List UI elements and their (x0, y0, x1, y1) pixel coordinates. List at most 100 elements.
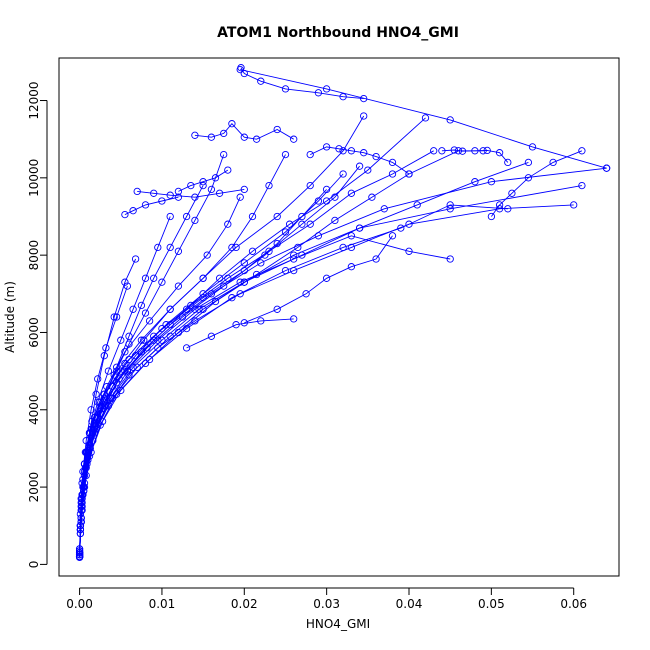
data-point (199, 290, 207, 298)
data-point (191, 193, 199, 201)
data-point (298, 212, 306, 221)
data-point (76, 525, 85, 534)
data-point (421, 114, 430, 122)
data-point (77, 498, 85, 507)
profile-series (240, 232, 397, 327)
data-point (430, 147, 438, 155)
data-point (347, 232, 356, 240)
data-point (199, 294, 207, 302)
profile-series (75, 150, 228, 561)
data-point (85, 429, 94, 437)
data-point (80, 487, 88, 495)
data-point (446, 116, 454, 124)
data-point (199, 181, 207, 190)
data-point (388, 170, 397, 178)
data-point (339, 170, 347, 178)
data-point (290, 255, 298, 263)
data-point (450, 146, 458, 154)
data-point (290, 251, 298, 259)
data-point (121, 348, 129, 356)
data-point (306, 220, 314, 228)
data-point (339, 147, 347, 155)
data-point (121, 278, 129, 286)
data-point (154, 344, 162, 352)
data-point (306, 150, 314, 159)
data-point (137, 348, 146, 356)
data-point (446, 205, 454, 213)
data-point (110, 371, 118, 379)
data-point (191, 131, 199, 139)
profile-line (194, 123, 294, 140)
data-point (331, 193, 339, 201)
data-point (158, 278, 166, 286)
x-tick-label: 0.03 (313, 597, 340, 611)
data-point (257, 317, 265, 325)
data-point (158, 324, 166, 333)
profile-line (491, 150, 583, 217)
data-point (471, 178, 479, 186)
data-point (166, 212, 174, 221)
profile-line (79, 185, 204, 553)
data-point (578, 181, 586, 190)
data-point (372, 152, 380, 161)
data-point (487, 178, 496, 186)
data-point (294, 243, 302, 252)
data-point (483, 146, 491, 155)
y-tick-label: 0 (27, 561, 41, 569)
data-point (224, 220, 232, 228)
data-point (273, 125, 281, 134)
data-point (79, 467, 87, 476)
data-point (495, 149, 504, 157)
profile-series (75, 282, 132, 561)
data-point (261, 251, 269, 259)
data-point (203, 251, 211, 259)
data-point (104, 367, 113, 375)
data-point (195, 305, 203, 313)
data-point (339, 243, 347, 252)
profile-series (75, 164, 611, 562)
data-point (298, 251, 306, 259)
profile-line (244, 235, 393, 324)
data-point (602, 164, 611, 172)
data-point (117, 386, 125, 395)
data-point (397, 224, 405, 232)
data-point (220, 282, 228, 290)
profile-line (441, 149, 509, 163)
data-point (191, 305, 199, 313)
data-point (347, 263, 356, 271)
series-layer (75, 64, 611, 562)
data-point (504, 205, 512, 213)
data-point (570, 201, 578, 209)
profile-series (75, 150, 290, 557)
data-point (207, 332, 216, 340)
data-point (145, 317, 154, 325)
data-point (446, 201, 454, 209)
data-point (162, 321, 170, 329)
profile-line (79, 117, 426, 557)
data-point (87, 433, 95, 441)
data-point (100, 394, 108, 402)
data-point (103, 382, 111, 391)
y-tick-label: 4000 (27, 395, 41, 426)
profile-line (240, 69, 607, 169)
data-point (240, 133, 248, 141)
data-point (224, 166, 232, 174)
data-point (281, 150, 290, 159)
data-point (220, 150, 228, 159)
profile-line (124, 196, 179, 216)
profile-series (75, 193, 244, 555)
data-point (265, 247, 273, 255)
data-point (380, 205, 388, 213)
data-point (158, 197, 166, 205)
data-point (166, 305, 174, 313)
data-point (302, 290, 310, 298)
profile-series (306, 143, 413, 178)
data-point (228, 294, 236, 302)
data-point (199, 274, 207, 282)
data-point (129, 305, 137, 313)
data-point (232, 321, 240, 329)
data-point (290, 315, 298, 323)
profile-line (79, 167, 607, 558)
data-point (265, 181, 273, 190)
data-point (413, 201, 421, 209)
